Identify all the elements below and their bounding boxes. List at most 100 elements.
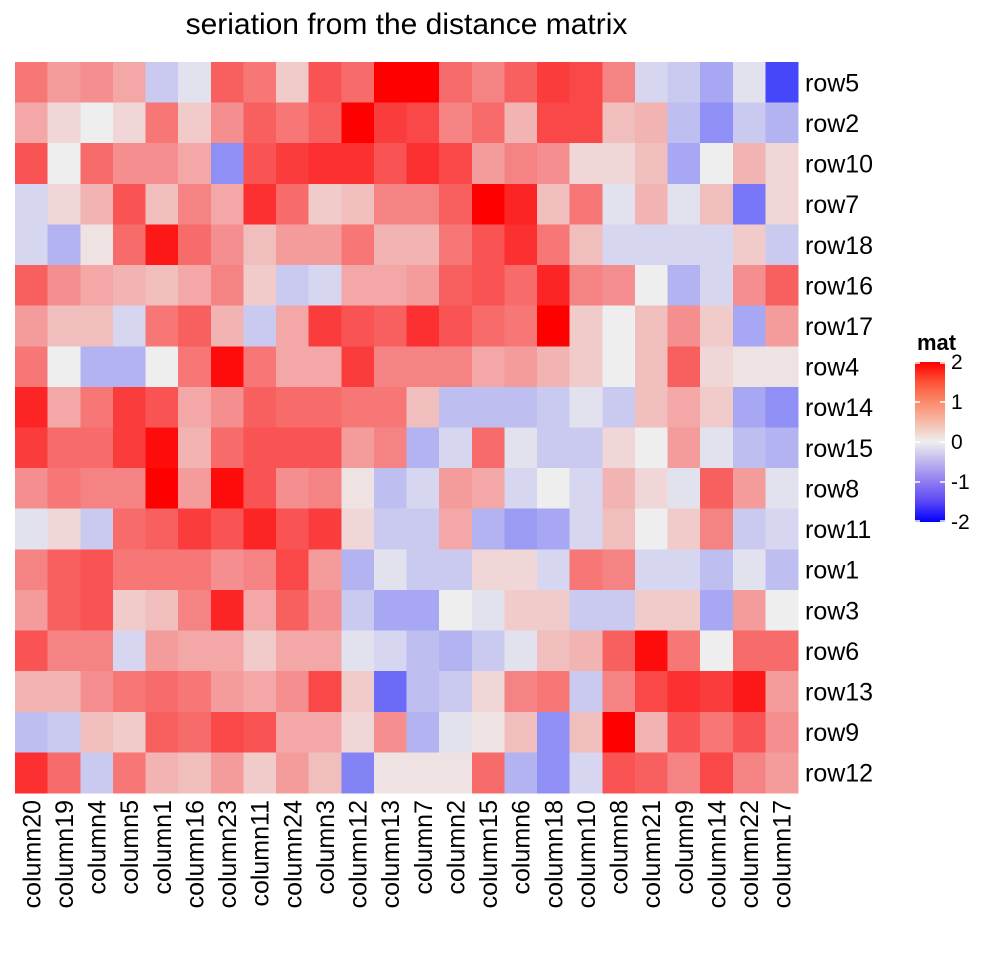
heatmap-cell-row8-column2 — [439, 468, 473, 510]
heatmap-cell-row17-column2 — [439, 305, 473, 347]
heatmap-cell-row15-column3 — [308, 427, 342, 469]
heatmap-cell-row12-column1 — [145, 752, 179, 794]
heatmap-cell-row5-column7 — [406, 62, 440, 104]
heatmap-cell-row14-column11 — [243, 386, 277, 429]
legend-tick-label: -1 — [951, 471, 970, 494]
heatmap-cell-row5-column12 — [341, 62, 375, 104]
heatmap-cell-row14-column15 — [471, 386, 505, 429]
heatmap-cell-row15-column20 — [15, 427, 49, 469]
heatmap-cell-row8-column21 — [634, 468, 669, 510]
column-label-column22: column22 — [736, 800, 764, 908]
heatmap-cell-row9-column23 — [210, 711, 244, 753]
heatmap-cell-row1-column4 — [80, 549, 114, 591]
heatmap-cell-row7-column7 — [406, 183, 440, 226]
heatmap-cell-row12-column23 — [210, 752, 244, 794]
heatmap-cell-row16-column21 — [634, 265, 669, 307]
heatmap-cell-row7-column11 — [243, 183, 277, 226]
heatmap-cell-row12-column13 — [373, 752, 408, 794]
heatmap-cell-row14-column17 — [765, 386, 799, 429]
heatmap-cell-row5-column5 — [112, 62, 147, 104]
heatmap-cell-row14-column8 — [602, 386, 636, 429]
heatmap-cell-row7-column4 — [80, 183, 114, 226]
heatmap-cell-row4-column2 — [439, 346, 473, 388]
heatmap-cell-row18-column2 — [439, 224, 473, 266]
heatmap-cell-row18-column4 — [80, 224, 114, 266]
heatmap-cell-row8-column4 — [80, 468, 114, 510]
heatmap-cell-row4-column19 — [47, 346, 81, 388]
heatmap-cell-row13-column19 — [47, 671, 81, 713]
heatmap-cell-row2-column19 — [47, 102, 81, 144]
heatmap-cell-row4-column9 — [667, 346, 701, 388]
heatmap-cell-row18-column13 — [373, 224, 408, 266]
heatmap-cell-row7-column2 — [439, 183, 473, 226]
heatmap-cell-row12-column14 — [700, 752, 734, 794]
heatmap-cell-row18-column11 — [243, 224, 277, 266]
heatmap-cell-row7-column20 — [15, 183, 49, 226]
column-label-column13: column13 — [377, 800, 405, 908]
heatmap-cell-row3-column13 — [373, 589, 408, 632]
heatmap-cell-row8-column7 — [406, 468, 440, 510]
heatmap-cell-row9-column8 — [602, 711, 636, 753]
heatmap-cell-row15-column15 — [471, 427, 505, 469]
heatmap-cell-row3-column9 — [667, 589, 701, 632]
heatmap-cell-row15-column18 — [537, 427, 571, 469]
heatmap-cell-row7-column12 — [341, 183, 375, 226]
heatmap-cell-row16-column9 — [667, 265, 701, 307]
heatmap-cell-row10-column9 — [667, 143, 701, 185]
heatmap-cell-row5-column4 — [80, 62, 114, 104]
heatmap-cell-row13-column1 — [145, 671, 179, 713]
row-label-row2: row2 — [805, 110, 859, 138]
heatmap-cell-row17-column23 — [210, 305, 244, 347]
heatmap-cell-row7-column19 — [47, 183, 81, 226]
heatmap-cell-row4-column3 — [308, 346, 342, 388]
column-label-column1: column1 — [149, 800, 177, 895]
heatmap-cell-row3-column19 — [47, 589, 81, 632]
heatmap-cell-row2-column7 — [406, 102, 440, 144]
heatmap-cell-row14-column18 — [537, 386, 571, 429]
heatmap-cell-row14-column1 — [145, 386, 179, 429]
heatmap-cell-row14-column7 — [406, 386, 440, 429]
heatmap-cell-row16-column12 — [341, 265, 375, 307]
column-label-column11: column11 — [247, 800, 275, 907]
heatmap-cell-row12-column20 — [15, 752, 49, 794]
heatmap-cell-row16-column5 — [112, 265, 147, 307]
heatmap-cell-row1-column14 — [700, 549, 734, 591]
heatmap-cell-row5-column16 — [178, 62, 212, 104]
heatmap-cell-row4-column4 — [80, 346, 114, 388]
heatmap-cell-row7-column8 — [602, 183, 636, 226]
heatmap-cell-row8-column13 — [373, 468, 408, 510]
heatmap-cell-row18-column17 — [765, 224, 799, 266]
heatmap-cell-row14-column5 — [112, 386, 147, 429]
heatmap-cell-row13-column24 — [276, 671, 310, 713]
heatmap-cell-row12-column3 — [308, 752, 342, 794]
heatmap-cell-row1-column21 — [634, 549, 669, 591]
heatmap-cell-row7-column6 — [504, 183, 538, 226]
heatmap-cell-row7-column16 — [178, 183, 212, 226]
heatmap-cell-row6-column20 — [15, 630, 49, 672]
heatmap-cell-row13-column9 — [667, 671, 701, 713]
heatmap-cell-row2-column6 — [504, 102, 538, 144]
heatmap-cell-row14-column23 — [210, 386, 244, 429]
heatmap-cell-row17-column4 — [80, 305, 114, 347]
heatmap-cell-row10-column19 — [47, 143, 81, 185]
heatmap-cell-row13-column10 — [569, 671, 603, 713]
heatmap-cell-row14-column21 — [634, 386, 669, 429]
row-label-row10: row10 — [805, 151, 873, 179]
heatmap-cell-row8-column23 — [210, 468, 244, 510]
heatmap-cell-row6-column22 — [732, 630, 766, 672]
heatmap-cell-row3-column14 — [700, 589, 734, 632]
heatmap-cell-row1-column8 — [602, 549, 636, 591]
heatmap-cell-row5-column18 — [537, 62, 571, 104]
heatmap-cell-row10-column1 — [145, 143, 179, 185]
heatmap-cell-row13-column18 — [537, 671, 571, 713]
heatmap-cell-row15-column2 — [439, 427, 473, 469]
heatmap-cell-row4-column11 — [243, 346, 277, 388]
heatmap-cell-row3-column23 — [210, 589, 244, 632]
heatmap-cell-row3-column15 — [471, 589, 505, 632]
heatmap-cell-row18-column10 — [569, 224, 603, 266]
heatmap-cell-row11-column5 — [112, 508, 147, 550]
heatmap-cell-row5-column1 — [145, 62, 179, 104]
heatmap-cell-row3-column3 — [308, 589, 342, 632]
heatmap-cell-row15-column19 — [47, 427, 81, 469]
heatmap-cell-row6-column15 — [471, 630, 505, 672]
